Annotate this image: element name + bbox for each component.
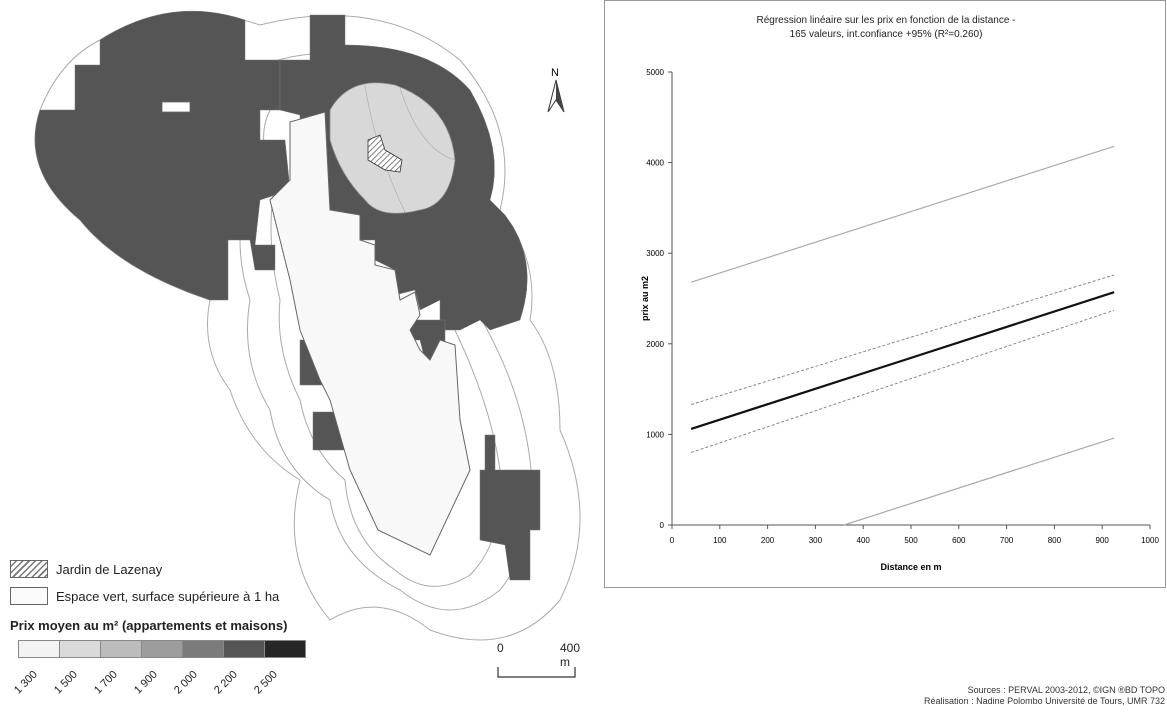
x-tick-label: 200 [761,536,775,545]
prediction-lower [843,437,1115,526]
x-tick-label: 700 [1000,536,1014,545]
x-tick-label: 100 [713,536,727,545]
price-zone-south-east-3 [479,434,541,581]
green-space-small [161,101,191,113]
scale-bar-line [497,667,576,678]
price-class-swatch [100,640,141,658]
chart-title-line-2: 165 valeurs, int.confiance +95% (R²=0.26… [789,29,983,40]
x-tick-label: 900 [1096,536,1110,545]
x-tick-label: 300 [809,536,823,545]
x-tick-label: 800 [1048,536,1062,545]
sources-credit: Sources : PERVAL 2003-2012, ©IGN ®BD TOP… [924,685,1165,707]
sources-line-1: Sources : PERVAL 2003-2012, ©IGN ®BD TOP… [967,685,1165,695]
chart-frame [604,0,1166,588]
y-tick-label: 1000 [646,430,664,439]
y-tick-label: 4000 [646,159,664,168]
legend-green-space-label: Espace vert, surface supérieure à 1 ha [56,588,280,604]
x-axis-label: Distance en m [880,562,941,572]
north-arrow [547,79,565,113]
x-tick-label: 600 [952,536,966,545]
legend-garden-label: Jardin de Lazenay [56,561,163,577]
price-class-swatch [264,640,306,658]
y-axis-label: prix au m2 [640,276,650,321]
prediction-upper [690,145,1115,283]
confidence-upper [690,274,1115,405]
y-tick-label: 0 [660,521,665,530]
price-zone-garden [329,82,456,214]
x-tick-label: 500 [904,536,918,545]
regression-chart: 0 100 200 300 400 500 600 700 800 900 1000 0 1000 200… [640,68,1159,572]
legend-row-green-space: Espace vert, surface supérieure à 1 ha [10,587,279,605]
y-tick-label: 3000 [646,249,664,258]
jardin-de-lazenay [367,134,403,173]
price-class-swatch [182,640,223,658]
legend-price-title: Prix moyen au m² (appartements et maison… [10,618,288,633]
price-color-ramp [18,640,306,658]
chart-title: Régression linéaire sur les prix en fonc… [606,14,1166,42]
map-canvas: N [34,10,581,641]
scale-start: 0 [497,641,504,655]
legend-row-garden: Jardin de Lazenay [10,560,162,578]
x-tick-label: 1000 [1141,536,1159,545]
confidence-lower [690,309,1115,453]
price-class-swatch [223,640,264,658]
price-class-swatch [18,640,59,658]
scale-end: 400 m [560,641,581,669]
x-tick-label: 400 [857,536,871,545]
green-space [269,111,471,556]
plain-swatch [10,587,48,605]
north-label: N [551,67,559,79]
sources-line-2: Réalisation : Nadine Polombo Université … [924,696,1165,706]
price-zone-northwest [34,10,291,301]
price-class-swatch [59,640,100,658]
regression-line [690,291,1115,431]
x-tick-label: 0 [670,536,675,545]
y-tick-label: 5000 [646,68,664,77]
chart-title-line-1: Régression linéaire sur les prix en fonc… [756,15,1016,26]
price-class-swatch [141,640,182,658]
hatch-swatch [10,560,48,578]
y-tick-label: 2000 [646,340,664,349]
